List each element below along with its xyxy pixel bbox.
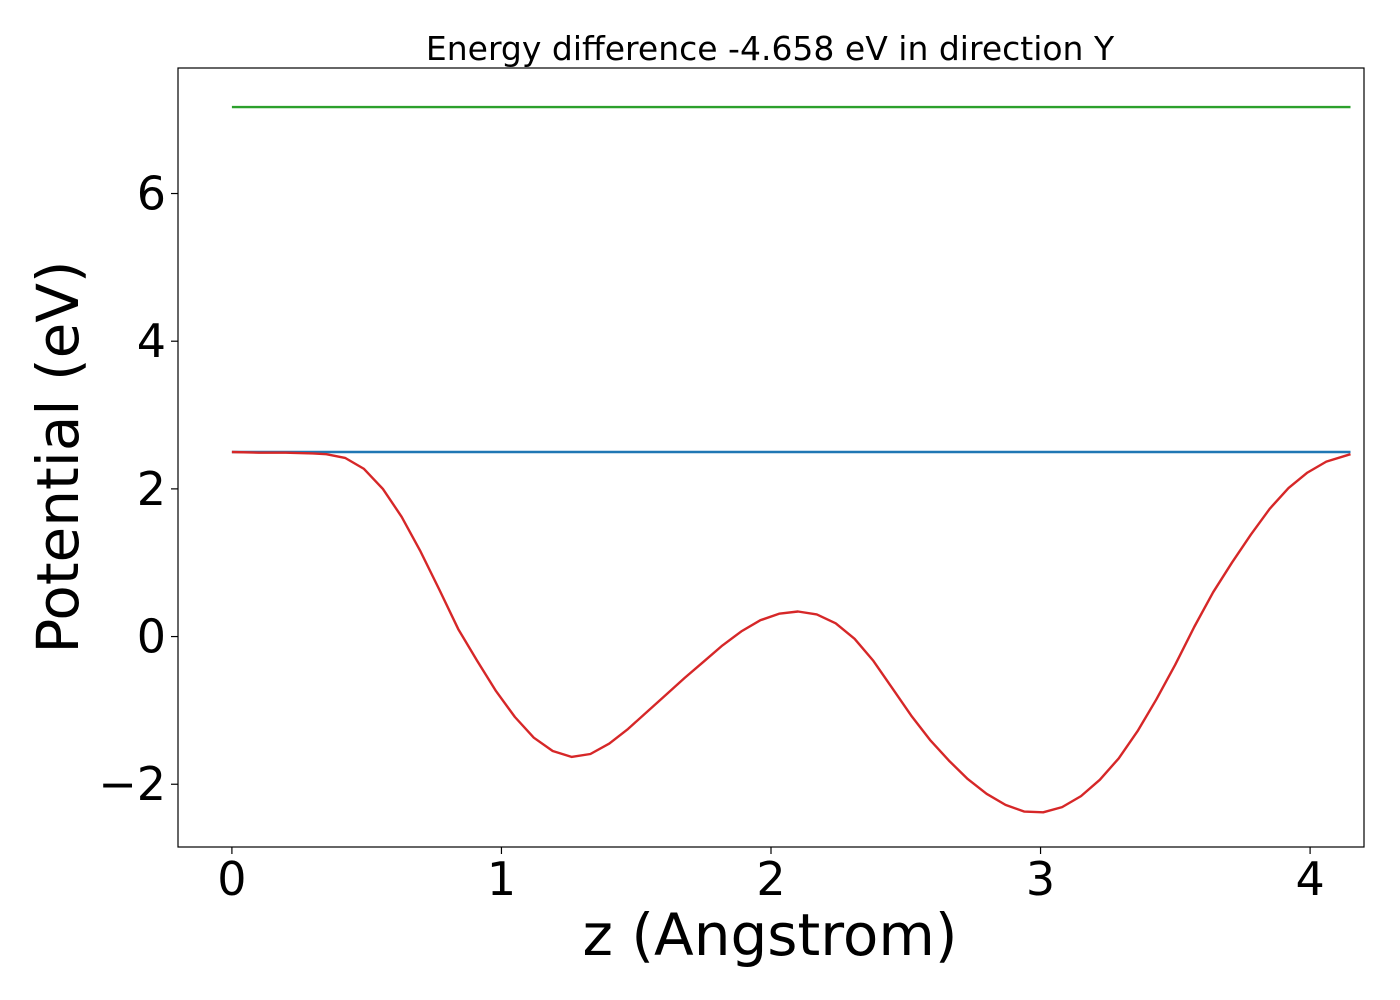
x-tick-label: 3	[1026, 852, 1055, 906]
x-axis-ticks: 0 1 2 3 4	[217, 847, 1325, 906]
chart-title: Energy difference -4.658 eV in direction…	[426, 29, 1115, 68]
x-tick-label: 2	[756, 852, 785, 906]
plot-lines	[231, 105, 1351, 814]
y-axis-ticks: −2 0 2 4 6	[98, 167, 178, 811]
y-tick-label: −2	[98, 757, 166, 811]
y-axis-label: Potential (eV)	[24, 260, 92, 653]
x-tick-label: 0	[217, 852, 246, 906]
x-tick-label: 4	[1295, 852, 1324, 906]
y-tick-label: 0	[137, 610, 166, 664]
x-axis-label: z (Angstrom)	[583, 901, 958, 969]
y-tick-label: 2	[137, 462, 166, 516]
series-line-2	[231, 450, 1351, 814]
y-tick-label: 6	[137, 167, 166, 221]
y-tick-label: 4	[137, 314, 166, 368]
x-tick-label: 1	[487, 852, 516, 906]
